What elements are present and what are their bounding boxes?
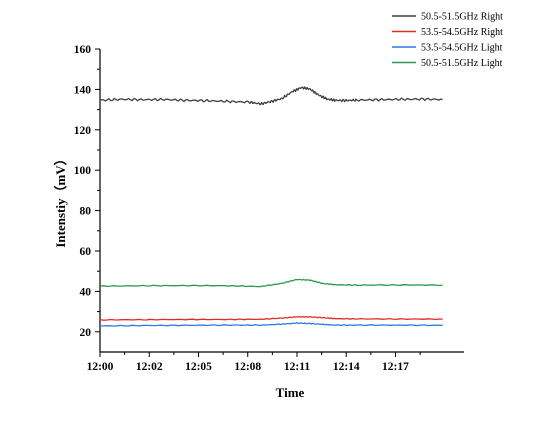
y-tick-label: 40: [80, 286, 92, 298]
series-line: [99, 86, 443, 106]
legend-label: 50.5-51.5GHz Right: [421, 12, 503, 23]
y-tick-label: 80: [80, 206, 92, 218]
y-tick-label: 160: [74, 44, 92, 56]
legend: 50.5-51.5GHz Right 53.5-54.5GHz Right 53.5…: [392, 12, 503, 69]
series-line: [99, 315, 443, 321]
y-tick-label: 100: [74, 165, 92, 177]
x-axis-title: Time: [276, 385, 305, 400]
y-tick-label: 120: [74, 125, 92, 137]
series-line: [99, 322, 443, 327]
legend-label: 53.5-54.5GHz Light: [421, 43, 503, 54]
x-tick-label: 12:14: [333, 361, 360, 373]
x-tick-label: 12:05: [185, 361, 212, 373]
x-tick-label: 12:11: [284, 361, 310, 373]
x-tick-label: 12:17: [382, 361, 409, 373]
legend-label: 50.5-51.5GHz Light: [421, 58, 503, 69]
x-tick-label: 12:00: [87, 361, 114, 373]
y-axis-title: Intenstiy（mV）: [53, 152, 68, 247]
axes: 20 40 60 80 100 120 140 160 12:00 12:02 12:05 12:08…: [74, 44, 464, 373]
legend-label: 53.5-54.5GHz Right: [421, 27, 503, 38]
y-tick-label: 20: [80, 327, 92, 339]
y-tick-label: 60: [80, 246, 92, 258]
x-tick-label: 12:08: [234, 361, 261, 373]
x-tick-label: 12:02: [136, 361, 163, 373]
series-line: [99, 278, 443, 288]
y-tick-label: 140: [74, 84, 92, 96]
series-group: [99, 86, 443, 327]
